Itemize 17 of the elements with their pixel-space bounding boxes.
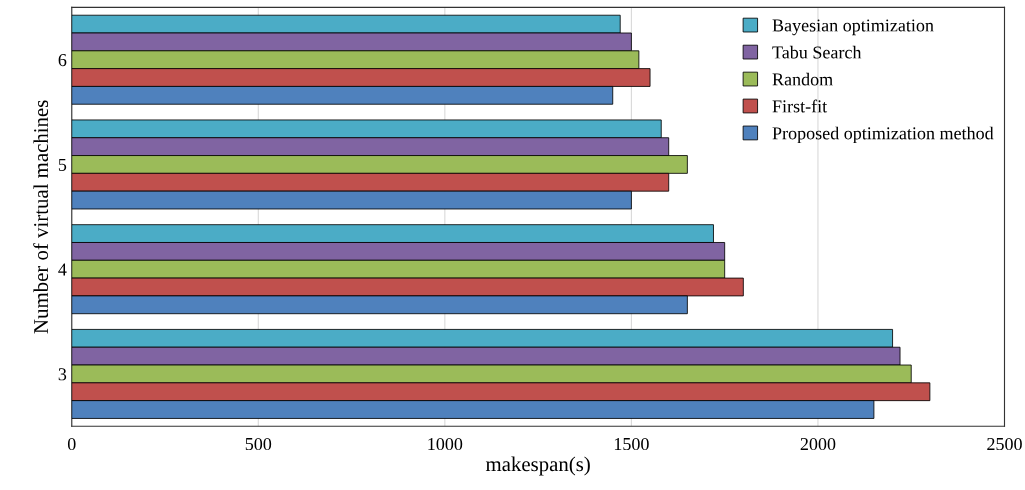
x-tick-label: 2500: [987, 437, 1022, 451]
x-tick-label: 2000: [800, 437, 836, 451]
x-tick-label: 500: [245, 437, 272, 451]
legend-label: Proposed optimization method: [772, 126, 994, 144]
legend-label: First-fit: [772, 99, 828, 113]
y-axis-title: Number of virtual machines: [33, 100, 49, 334]
legend-label: Random: [772, 72, 833, 86]
legend-label: Tabu Search: [772, 45, 862, 59]
y-tick-label: 3: [58, 368, 67, 381]
x-tick-label: 1000: [428, 437, 463, 451]
x-axis-title: makespan(s): [485, 456, 590, 476]
x-tick-label: 1500: [614, 437, 649, 451]
y-tick-label: 6: [58, 54, 67, 67]
legend-label: Bayesian optimization: [772, 19, 934, 36]
x-tick-label: 0: [67, 437, 76, 451]
y-tick-label: 5: [58, 158, 67, 171]
y-tick-label: 4: [58, 263, 67, 276]
